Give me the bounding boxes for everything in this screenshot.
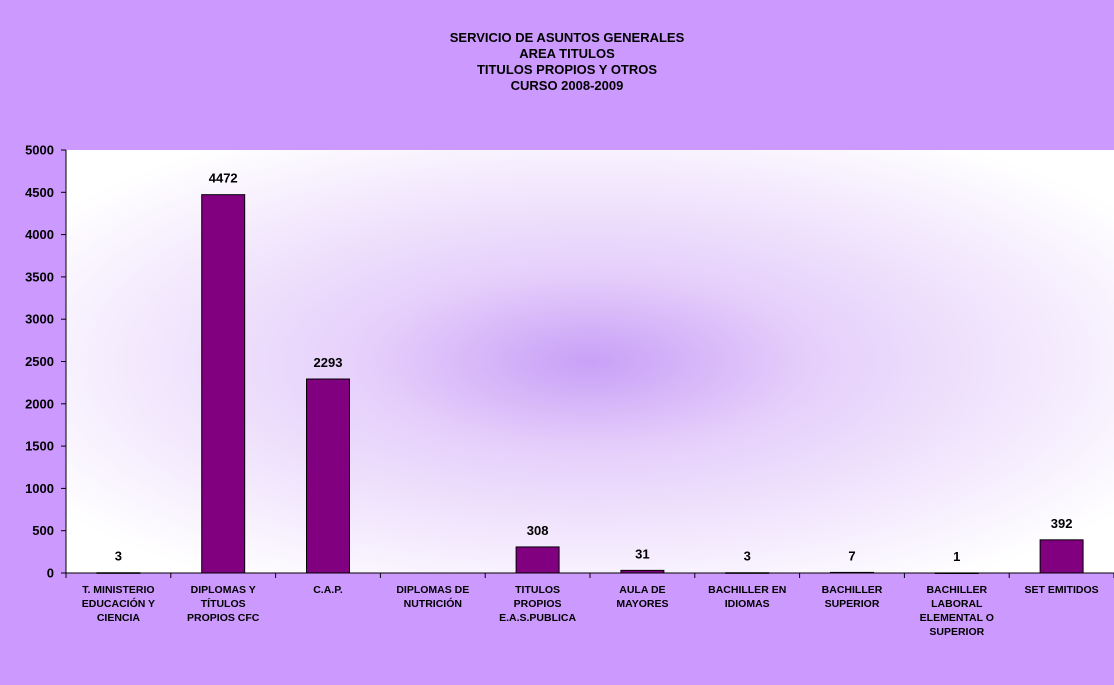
- y-tick-label: 3000: [25, 312, 54, 327]
- bar: [306, 378, 350, 574]
- y-tick-label: 500: [32, 523, 54, 538]
- x-category-label: MAYORES: [616, 598, 668, 610]
- x-category-label: DIPLOMAS DE: [396, 584, 469, 596]
- data-label: 1: [953, 549, 960, 564]
- data-label: 2293: [314, 355, 343, 370]
- y-tick-label: 2500: [25, 354, 54, 369]
- x-category-label: PROPIOS: [514, 598, 562, 610]
- x-category-label: LABORAL: [931, 598, 983, 610]
- x-category-label: CIENCIA: [97, 612, 141, 624]
- bar: [515, 546, 560, 574]
- y-tick-label: 4500: [25, 185, 54, 200]
- x-category-label: SUPERIOR: [929, 626, 984, 638]
- y-tick-label: 1000: [25, 481, 54, 496]
- data-label: 3: [115, 549, 122, 564]
- bar: [201, 194, 246, 574]
- data-labels: 3 4472 2293 308 31 3 7 1 392: [115, 171, 1073, 564]
- x-category-label: PROPIOS CFC: [187, 612, 260, 624]
- x-category-label: SUPERIOR: [825, 598, 880, 610]
- title-line-4: CURSO 2008-2009: [511, 78, 624, 93]
- bar: [934, 572, 979, 575]
- x-category-label: BACHILLER: [926, 584, 987, 596]
- x-category-label: E.A.S.PUBLICA: [499, 612, 576, 624]
- x-category-label: NUTRICIÓN: [404, 597, 462, 610]
- x-category-label: DIPLOMAS Y: [191, 584, 256, 596]
- title-line-1: SERVICIO DE ASUNTOS GENERALES: [450, 30, 685, 45]
- title-line-3: TITULOS PROPIOS Y OTROS: [477, 62, 657, 77]
- x-category-label: T. MINISTERIO: [82, 584, 154, 596]
- y-tick-label: 4000: [25, 227, 54, 242]
- data-label: 4472: [209, 171, 238, 186]
- y-tick-label: 5000: [25, 143, 54, 158]
- x-category-label: C.A.P.: [313, 584, 343, 596]
- data-label: 308: [527, 523, 549, 538]
- bar: [725, 572, 770, 574]
- x-category-label: BACHILLER: [822, 584, 883, 596]
- y-tick-label: 3500: [25, 269, 54, 284]
- x-category-label: BACHILLER EN: [708, 584, 786, 596]
- x-category-label: TÍTULOS: [201, 597, 246, 610]
- title-line-2: AREA TITULOS: [519, 46, 615, 61]
- y-tick-label: 1500: [25, 439, 54, 454]
- x-category-label: EDUCACIÓN Y: [82, 597, 155, 610]
- x-category-label: IDIOMAS: [725, 598, 770, 610]
- bars: [96, 194, 1084, 575]
- data-label: 392: [1051, 516, 1073, 531]
- bar: [830, 571, 874, 574]
- data-label: 31: [635, 546, 649, 561]
- bar: [620, 569, 665, 574]
- bar: [96, 572, 141, 574]
- y-tick-label: 2000: [25, 396, 54, 411]
- x-category-label: AULA DE: [619, 584, 665, 596]
- bar: [1039, 539, 1084, 574]
- y-tick-label: 0: [47, 566, 54, 581]
- data-label: 3: [744, 549, 751, 564]
- x-category-label: TITULOS: [515, 584, 560, 596]
- x-category-label: ELEMENTAL O: [920, 612, 994, 624]
- x-category-label: SET EMITIDOS: [1025, 584, 1099, 596]
- data-label: 7: [848, 548, 855, 563]
